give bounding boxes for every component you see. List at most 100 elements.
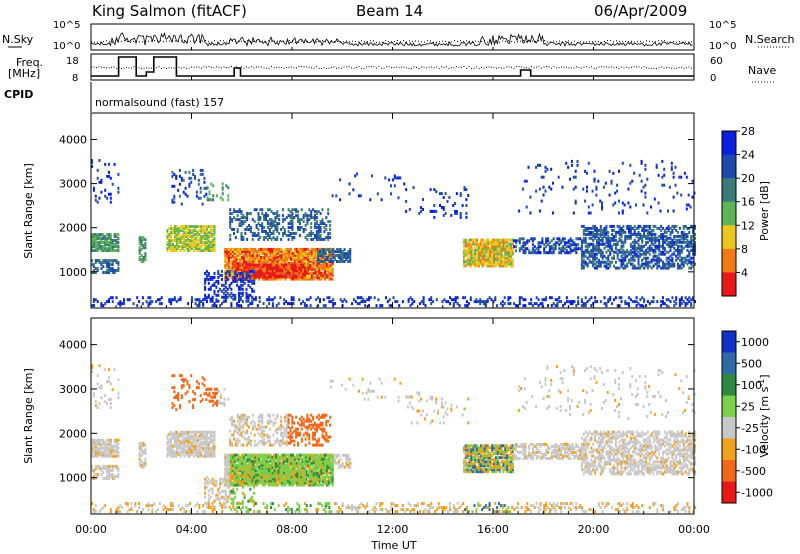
- range-gate-cell: [168, 446, 171, 450]
- range-gate-cell: [337, 254, 340, 257]
- range-gate-cell: [247, 263, 250, 267]
- range-gate-cell: [271, 267, 274, 271]
- range-gate-cell: [187, 450, 190, 454]
- range-gate-cell: [265, 236, 267, 239]
- range-gate-cell: [582, 228, 585, 232]
- range-gate-cell: [327, 251, 330, 255]
- range-gate-cell: [140, 260, 143, 263]
- noise-search-dot: [622, 40, 623, 42]
- range-gate-cell: [224, 273, 227, 277]
- range-gate-cell: [520, 247, 523, 251]
- range-gate-cell: [671, 260, 674, 264]
- range-gate-cell: [605, 226, 608, 230]
- range-gate-cell: [245, 293, 248, 297]
- range-gate-cell: [650, 234, 653, 238]
- range-gate-cell: [665, 236, 668, 240]
- range-gate-cell: [283, 228, 286, 231]
- range-gate-cell: [642, 185, 645, 189]
- range-gate-cell: [310, 273, 313, 277]
- range-gate-cell: [645, 304, 647, 308]
- nave-dot: [136, 67, 137, 69]
- range-gate-cell: [291, 226, 294, 229]
- nave-dot: [446, 66, 447, 68]
- range-gate-cell: [271, 255, 274, 259]
- range-gate-cell: [320, 254, 323, 257]
- range-gate-cell: [272, 220, 275, 224]
- range-gate-cell: [691, 195, 694, 199]
- range-gate-cell: [579, 247, 582, 251]
- range-gate-cell: [293, 249, 296, 253]
- range-gate-cell: [104, 247, 107, 250]
- range-gate-cell: [238, 291, 240, 295]
- range-gate-cell: [314, 224, 316, 227]
- range-gate-cell: [487, 258, 490, 262]
- noise-search-dot: [403, 40, 404, 42]
- range-gate-cell: [635, 234, 638, 238]
- range-gate-cell: [332, 256, 335, 259]
- range-gate-cell: [584, 244, 587, 248]
- range-gate-cell: [494, 264, 497, 268]
- range-gate-cell: [660, 250, 663, 254]
- range-gate-cell: [682, 232, 685, 236]
- range-gate-cell: [263, 261, 266, 265]
- range-gate-cell: [307, 269, 310, 273]
- range-gate-cell: [224, 281, 227, 285]
- range-gate-cell: [115, 296, 118, 300]
- nave-dot: [281, 67, 282, 69]
- range-gate-cell: [616, 224, 619, 228]
- range-gate-cell: [184, 192, 187, 196]
- range-gate-cell: [113, 368, 116, 372]
- range-gate-cell: [535, 251, 538, 255]
- noise-search-dot: [613, 41, 614, 43]
- range-gate-cell: [675, 234, 678, 238]
- range-gate-cell: [659, 209, 662, 213]
- range-gate-cell: [170, 450, 173, 454]
- range-gate-cell: [539, 251, 542, 255]
- nave-dot: [691, 67, 692, 69]
- range-gate-cell: [168, 233, 171, 237]
- noise-search-dot: [664, 40, 665, 42]
- range-gate-cell: [466, 258, 469, 262]
- range-gate-cell: [270, 273, 272, 277]
- range-gate-cell: [390, 304, 393, 308]
- range-gate-cell: [111, 271, 114, 274]
- range-gate-cell: [485, 260, 488, 264]
- range-gate-cell: [192, 233, 195, 237]
- range-gate-cell: [308, 232, 311, 235]
- range-gate-cell: [204, 279, 207, 283]
- range-gate-cell: [115, 438, 118, 442]
- noise-search-dot: [589, 41, 590, 43]
- range-gate-cell: [278, 249, 281, 253]
- range-gate-cell: [224, 251, 227, 255]
- range-gate-cell: [246, 212, 249, 216]
- range-gate-cell: [138, 445, 141, 449]
- range-gate-cell: [614, 191, 617, 195]
- range-gate-cell: [281, 271, 284, 275]
- range-gate-cell: [317, 226, 320, 229]
- range-gate-cell: [663, 264, 666, 268]
- range-gate-cell: [194, 225, 197, 229]
- range-gate-cell: [175, 241, 178, 244]
- range-gate-cell: [312, 208, 315, 212]
- range-gate-cell: [481, 300, 484, 304]
- range-gate-cell: [111, 249, 114, 252]
- range-gate-cell: [207, 235, 210, 239]
- range-gate-cell: [327, 232, 330, 235]
- range-gate-cell: [306, 214, 309, 218]
- noise-search-dot: [271, 40, 272, 42]
- range-gate-cell: [179, 239, 182, 242]
- range-gate-cell: [677, 234, 679, 238]
- range-gate-cell: [209, 229, 212, 233]
- range-gate-cell: [310, 259, 313, 263]
- range-gate-cell: [687, 203, 690, 207]
- range-gate-cell: [275, 261, 277, 265]
- range-gate-cell: [178, 168, 181, 172]
- range-gate-cell: [334, 256, 337, 259]
- range-gate-cell: [468, 248, 471, 252]
- range-gate-cell: [580, 262, 583, 266]
- range-gate-cell: [187, 438, 190, 442]
- range-gate-cell: [628, 304, 630, 308]
- range-gate-cell: [265, 232, 267, 235]
- range-gate-cell: [637, 230, 640, 234]
- range-gate-cell: [667, 256, 670, 260]
